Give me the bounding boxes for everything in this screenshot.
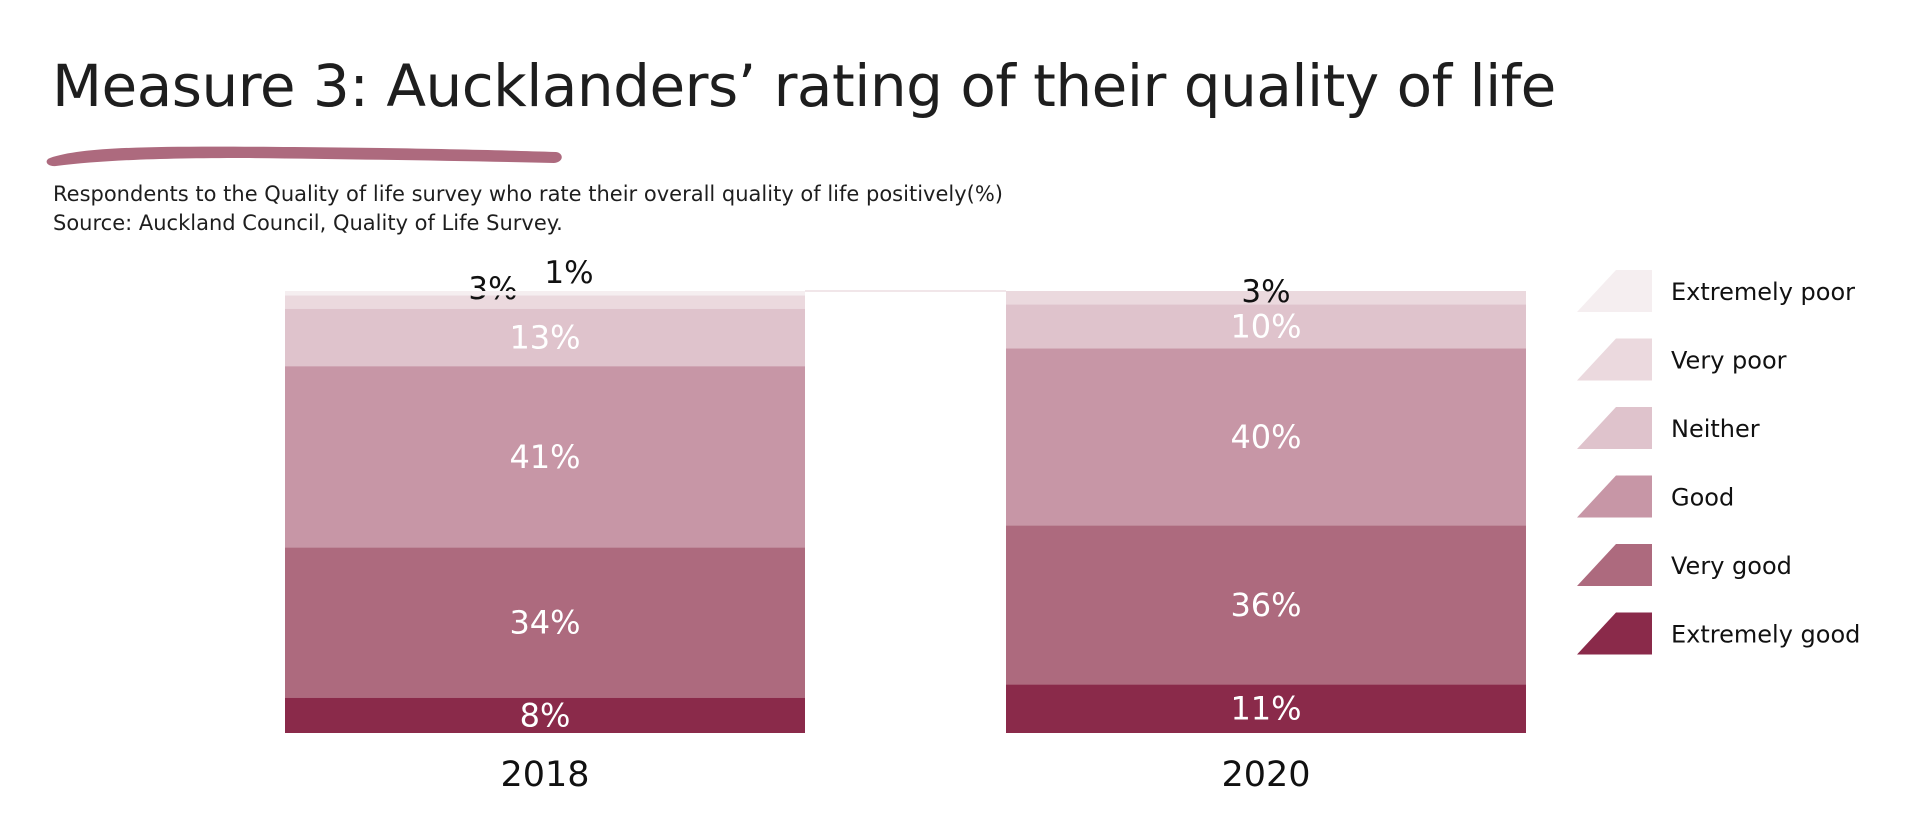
bar-segment-2020-very-poor bbox=[1006, 291, 1526, 305]
data-label-2018-good: 41% bbox=[509, 438, 580, 476]
legend-swatch-good bbox=[1577, 475, 1652, 518]
legend-label-very-poor: Very poor bbox=[1671, 347, 1787, 375]
bar-segment-2018-good bbox=[285, 366, 805, 548]
bar-segment-2018-extremely-good bbox=[285, 697, 805, 733]
legend-swatch-extremely-poor bbox=[1577, 270, 1652, 312]
chart-subtitle-block: Respondents to the Quality of life surve… bbox=[53, 180, 1003, 238]
data-label-2018-very-poor: 3% bbox=[468, 271, 517, 307]
legend-swatch-neither bbox=[1577, 407, 1652, 449]
bar-segment-2020-good bbox=[1006, 348, 1526, 526]
legend-swatch-very-poor bbox=[1577, 338, 1652, 381]
legend-label-neither: Neither bbox=[1671, 415, 1760, 443]
chart-title: Measure 3: Aucklanders’ rating of their … bbox=[52, 52, 1556, 120]
chart-subtitle: Respondents to the Quality of life surve… bbox=[53, 182, 1003, 206]
data-label-2018-extremely-good: 8% bbox=[520, 696, 571, 734]
data-label-2020-neither: 10% bbox=[1230, 307, 1301, 345]
bar-segment-2020-very-good bbox=[1006, 525, 1526, 685]
data-label-2020-very-poor: 3% bbox=[1241, 274, 1290, 310]
legend-label-extremely-poor: Extremely poor bbox=[1671, 278, 1855, 306]
data-label-2020-good: 40% bbox=[1230, 418, 1301, 456]
legend-label-good: Good bbox=[1671, 484, 1734, 512]
data-label-2018-very-good: 34% bbox=[509, 604, 580, 642]
legend-swatch-very-good bbox=[1577, 544, 1652, 586]
x-tick-label-2020: 2020 bbox=[1221, 755, 1310, 795]
data-label-2020-extremely-good: 11% bbox=[1230, 690, 1301, 728]
bar-segment-2018-very-good bbox=[285, 547, 805, 698]
bar-segment-2020-neither bbox=[1006, 304, 1526, 349]
bar-segment-2018-neither bbox=[285, 308, 805, 367]
data-label-2020-very-good: 36% bbox=[1230, 586, 1301, 624]
data-label-2018-extremely-poor: 1% bbox=[544, 255, 593, 291]
bar-segment-2018-very-poor bbox=[285, 295, 805, 309]
bar-segment-2020-extremely-good bbox=[1006, 684, 1526, 733]
legend-swatch-extremely-good bbox=[1577, 612, 1652, 655]
data-label-2018-neither: 13% bbox=[509, 318, 580, 356]
title-underline-brush bbox=[46, 146, 562, 167]
chart-source: Source: Auckland Council, Quality of Lif… bbox=[53, 211, 563, 235]
bar-segment-2018-extremely-poor bbox=[285, 291, 805, 296]
legend-label-very-good: Very good bbox=[1671, 552, 1792, 580]
x-tick-label-2018: 2018 bbox=[500, 755, 589, 795]
legend-label-extremely-good: Extremely good bbox=[1671, 621, 1860, 649]
